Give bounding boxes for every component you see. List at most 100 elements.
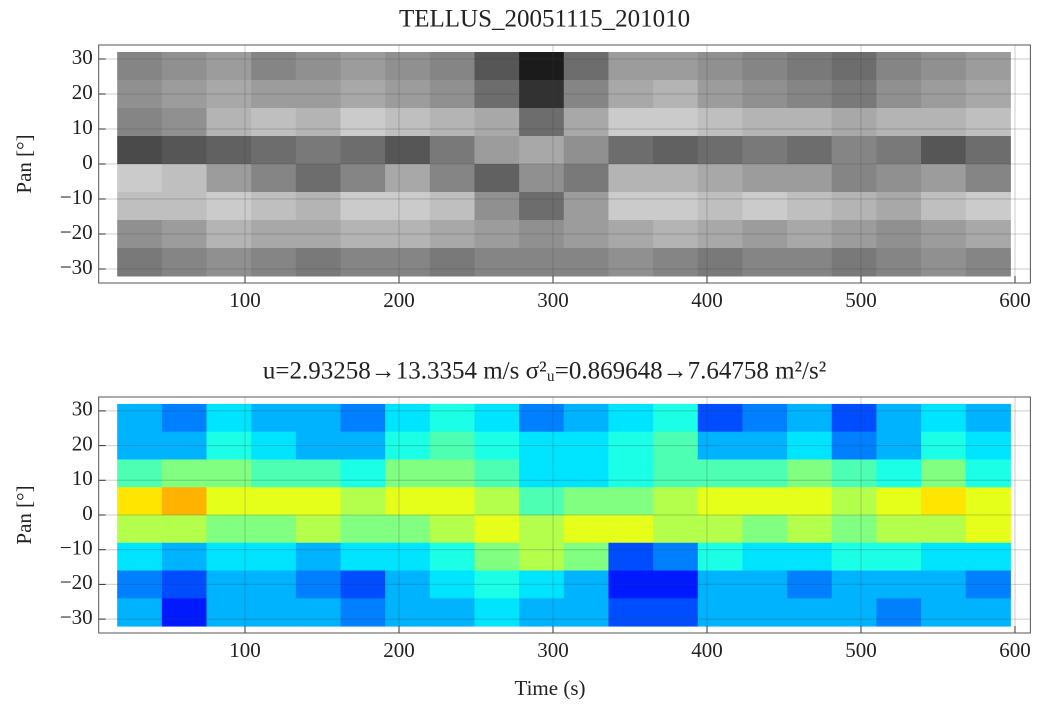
heatmap-cell — [876, 598, 922, 627]
heatmap-cell — [742, 459, 788, 488]
heatmap-cell — [295, 80, 341, 109]
y-tick-label: −10 — [60, 536, 93, 560]
heatmap-cell — [876, 459, 922, 488]
heatmap-cell — [653, 542, 699, 572]
heatmap-cell — [876, 487, 922, 516]
heatmap-cell — [385, 403, 431, 433]
heatmap-cell — [563, 220, 609, 249]
heatmap-cell — [474, 570, 520, 599]
heatmap-cell — [697, 570, 743, 599]
y-tick-label: 30 — [72, 45, 93, 69]
heatmap-cell — [519, 459, 565, 488]
heatmap-cell — [295, 459, 341, 488]
heatmap-cell — [563, 598, 609, 627]
heatmap-cell — [876, 80, 922, 109]
heatmap-cell — [251, 52, 297, 81]
heatmap-cell — [340, 248, 386, 277]
heatmap-cell — [921, 52, 967, 81]
heatmap-cell — [653, 80, 699, 109]
heatmap-cell — [519, 248, 565, 277]
heatmap-cell — [295, 220, 341, 249]
heatmap-cell — [251, 248, 297, 277]
heatmap-cell — [295, 108, 341, 137]
heatmap-cell — [921, 403, 967, 433]
heatmap-cell — [429, 459, 475, 488]
heatmap-cell — [787, 248, 833, 277]
heatmap-cell — [921, 80, 967, 109]
heatmap-cell — [653, 52, 699, 81]
heatmap-cell — [965, 136, 1011, 165]
heatmap-cell — [921, 220, 967, 249]
heatmap-cell — [787, 570, 833, 599]
heatmap-cell — [831, 136, 877, 165]
heatmap-cell — [876, 570, 922, 599]
heatmap-cell — [742, 515, 788, 544]
heatmap-cell — [921, 192, 967, 221]
heatmap-cell — [697, 136, 743, 165]
heatmap-cell — [563, 459, 609, 488]
heatmap-cell — [965, 515, 1011, 544]
y-tick-label: 10 — [72, 466, 93, 490]
heatmap-cell — [831, 487, 877, 516]
heatmap-cell — [608, 542, 654, 572]
heatmap-cell — [787, 431, 833, 460]
y-tick-label: 0 — [82, 150, 93, 174]
heatmap-cell — [742, 431, 788, 460]
heatmap-cell — [742, 220, 788, 249]
x-tick-label: 100 — [229, 638, 261, 662]
heatmap-cell — [429, 515, 475, 544]
heatmap-cell — [831, 459, 877, 488]
heatmap-cell — [161, 487, 207, 516]
heatmap-cell — [385, 487, 431, 516]
heatmap-cell — [340, 220, 386, 249]
heatmap-cell — [697, 52, 743, 81]
heatmap-cell — [608, 108, 654, 137]
heatmap-cell — [474, 108, 520, 137]
heatmap-cell — [563, 570, 609, 599]
heatmap-cell — [206, 431, 252, 460]
heatmap-cell — [474, 403, 520, 433]
heatmap-cell — [251, 80, 297, 109]
heatmap-cell — [519, 108, 565, 137]
heatmap-cell — [921, 487, 967, 516]
plot-frame — [98, 44, 1031, 284]
heatmap-cell — [206, 192, 252, 221]
heatmap-cell — [653, 570, 699, 599]
heatmap-cell — [161, 136, 207, 165]
heatmap-cell — [563, 52, 609, 81]
heatmap-cell — [295, 570, 341, 599]
heatmap-cell — [742, 136, 788, 165]
heatmap-cell — [474, 164, 520, 193]
heatmap-cell — [295, 248, 341, 277]
heatmap-cell — [429, 108, 475, 137]
heatmap-cell — [206, 248, 252, 277]
heatmap-cell — [653, 220, 699, 249]
heatmap-cell — [117, 487, 163, 516]
heatmap-cell — [921, 136, 967, 165]
heatmap-cell — [608, 248, 654, 277]
heatmap-cell — [340, 431, 386, 460]
heatmap-cell — [251, 542, 297, 572]
heatmap-cell — [295, 136, 341, 165]
y-tick-label: −20 — [60, 570, 93, 594]
heatmap-cell — [921, 515, 967, 544]
heatmap-cell — [787, 515, 833, 544]
heatmap-cell — [519, 515, 565, 544]
heatmap-cell — [563, 192, 609, 221]
x-tick-label: 600 — [999, 288, 1031, 312]
heatmap-cell — [161, 220, 207, 249]
x-tick-label: 200 — [383, 288, 415, 312]
heatmap-cell — [340, 542, 386, 572]
heatmap-cell — [697, 459, 743, 488]
heatmap-cell — [340, 403, 386, 433]
y-tick-label: 0 — [82, 501, 93, 525]
heatmap-cell — [385, 108, 431, 137]
heatmap-cell — [608, 431, 654, 460]
heatmap-cell — [742, 52, 788, 81]
heatmap-cell — [519, 52, 565, 81]
heatmap-cell — [787, 136, 833, 165]
heatmap-cell — [965, 431, 1011, 460]
x-tick-label: 500 — [845, 288, 877, 312]
heatmap-cell — [474, 459, 520, 488]
heatmap-cell — [921, 570, 967, 599]
